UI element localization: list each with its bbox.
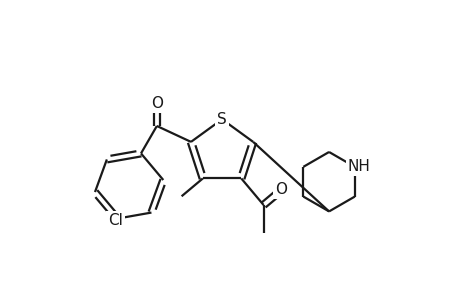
- Text: NH: NH: [347, 159, 369, 174]
- Text: S: S: [217, 112, 226, 127]
- Text: Cl: Cl: [107, 213, 123, 228]
- Text: O: O: [151, 96, 162, 111]
- Text: O: O: [274, 182, 286, 197]
